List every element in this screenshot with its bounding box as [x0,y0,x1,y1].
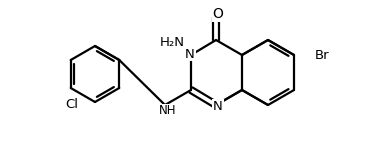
Text: N: N [213,100,223,112]
Text: N: N [185,47,195,61]
Text: NH: NH [159,105,177,117]
Text: Br: Br [315,49,329,61]
Text: Cl: Cl [65,98,78,112]
Text: H₂N: H₂N [160,35,185,49]
Text: O: O [212,7,224,21]
